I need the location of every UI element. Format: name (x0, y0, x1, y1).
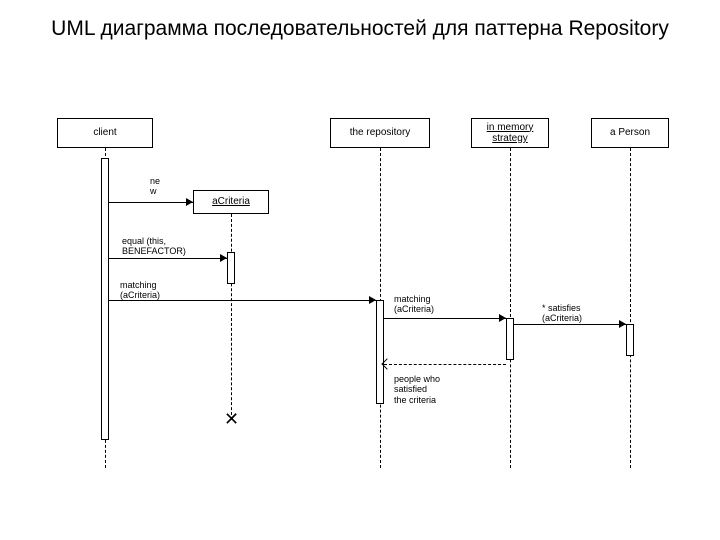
arrowhead-icon (619, 320, 626, 328)
arrowhead-icon (369, 296, 376, 304)
message-label-satisfies: * satisfies (aCriteria) (542, 303, 582, 324)
activation-strategy (506, 318, 514, 360)
activation-client (101, 158, 109, 440)
message-label-equal: equal (this, BENEFACTOR) (122, 236, 186, 257)
return-people (384, 364, 506, 365)
activation-person (626, 324, 634, 356)
lifeline-strategy (510, 148, 511, 468)
message-label-matching2: matching (aCriteria) (394, 294, 434, 315)
lifeline-person (630, 148, 631, 468)
activation-criteria (227, 252, 235, 284)
destroy-icon: ✕ (224, 409, 239, 430)
message-label-matching1: matching (aCriteria) (120, 280, 160, 301)
lifeline-criteria (231, 214, 232, 420)
arrowhead-icon (186, 198, 193, 206)
message-label-new: ne w (150, 176, 160, 197)
message-satisfies (514, 324, 626, 325)
sequence-diagram: client aCriteria the repository in memory s… (0, 0, 720, 540)
activation-repo (376, 300, 384, 404)
participant-person: a Person (591, 118, 669, 148)
message-matching2 (384, 318, 506, 319)
arrowhead-icon (499, 314, 506, 322)
return-label-people: people who satisfied the criteria (394, 374, 440, 405)
participant-client: client (57, 118, 153, 148)
message-equal (109, 258, 227, 259)
participant-strategy: in memory strategy (471, 118, 549, 148)
message-new (109, 202, 193, 203)
participant-repo: the repository (330, 118, 430, 148)
arrowhead-icon (220, 254, 227, 262)
participant-criteria: aCriteria (193, 190, 269, 214)
